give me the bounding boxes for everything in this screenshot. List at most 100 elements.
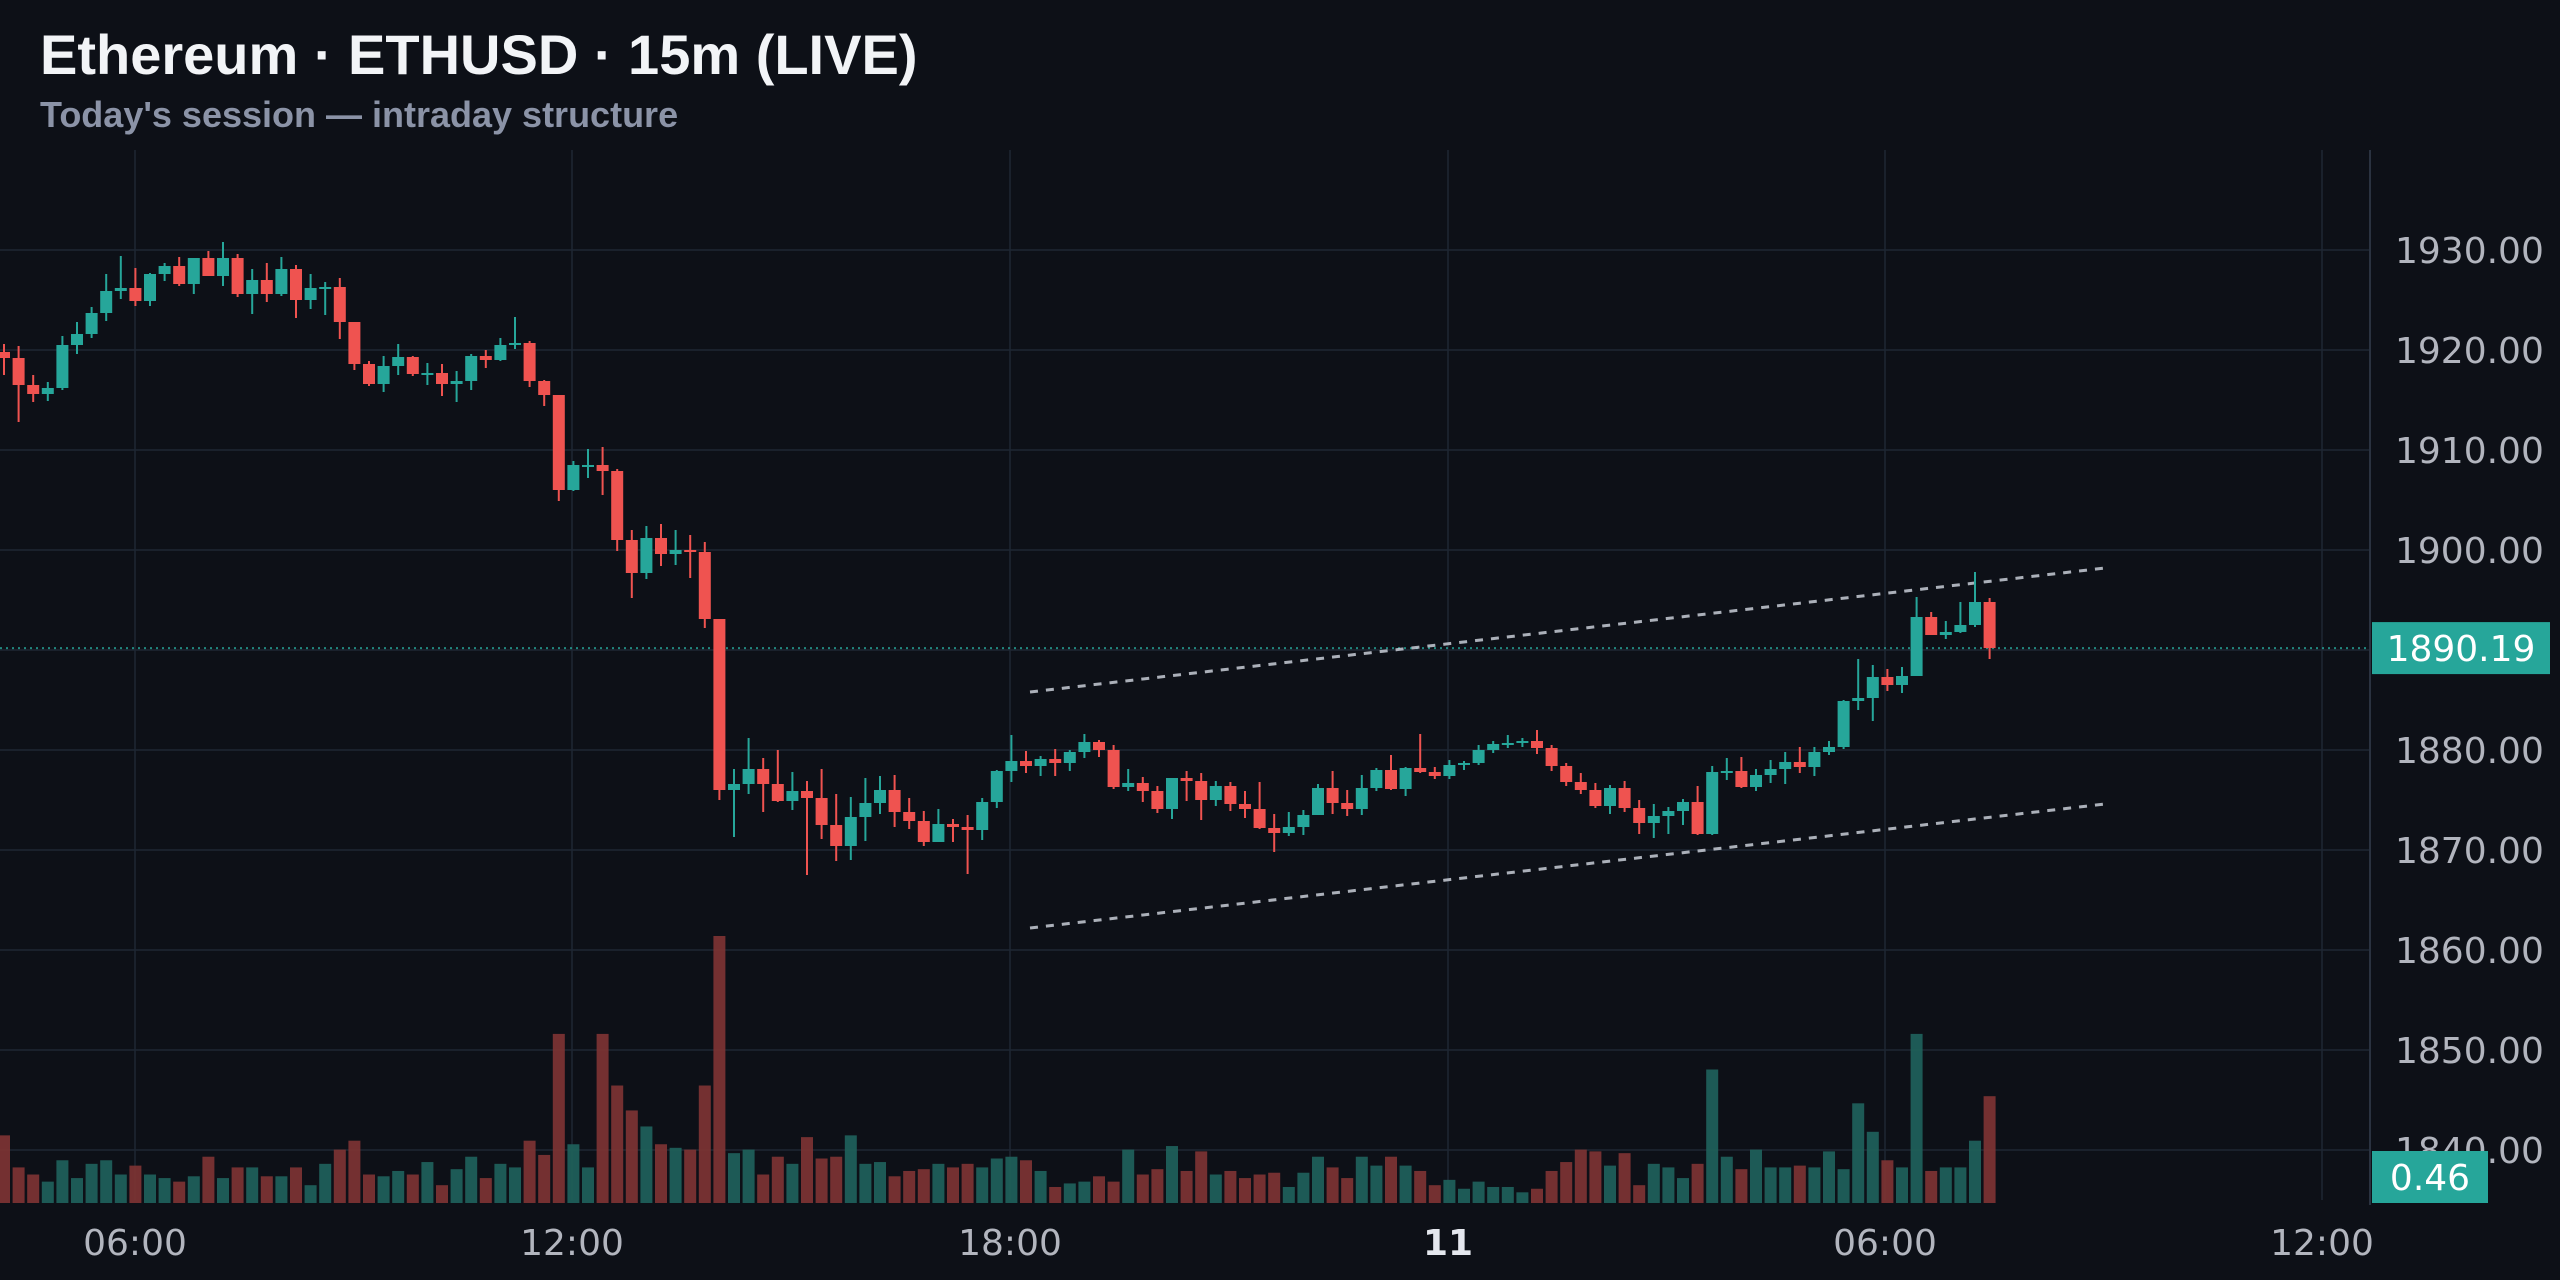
volume-bar bbox=[1954, 1167, 1967, 1203]
volume-bar bbox=[479, 1178, 492, 1203]
candle bbox=[1837, 700, 1850, 749]
volume-bar bbox=[567, 1144, 580, 1203]
candle bbox=[1823, 741, 1835, 755]
volume-bar bbox=[830, 1156, 843, 1203]
candle bbox=[582, 449, 594, 478]
candle bbox=[1662, 807, 1675, 834]
candle bbox=[742, 738, 755, 794]
candle-body bbox=[1034, 759, 1047, 766]
candle-body bbox=[1282, 827, 1295, 833]
volume-bar bbox=[1005, 1156, 1018, 1203]
candle bbox=[85, 307, 98, 338]
volume-bar bbox=[1545, 1170, 1558, 1203]
volume-bars bbox=[0, 936, 1996, 1203]
candle bbox=[1647, 804, 1660, 838]
volume-bar bbox=[1808, 1167, 1821, 1203]
volume-bar bbox=[1896, 1167, 1908, 1203]
volume-bar bbox=[1837, 1169, 1850, 1203]
candle bbox=[1180, 771, 1193, 801]
candle-body bbox=[1005, 761, 1018, 771]
candle-body bbox=[12, 358, 25, 385]
candle bbox=[129, 268, 142, 306]
volume-bar bbox=[1093, 1176, 1105, 1203]
candle bbox=[538, 380, 551, 406]
candle-body bbox=[932, 824, 945, 842]
volume-bar bbox=[246, 1167, 259, 1203]
volume-bar bbox=[1166, 1146, 1178, 1203]
volume-bar bbox=[290, 1167, 302, 1203]
time-tick-label: 12:00 bbox=[2270, 1223, 2374, 1264]
candle-body bbox=[947, 824, 959, 827]
candle-body bbox=[917, 821, 930, 842]
candle bbox=[596, 447, 609, 495]
volume-bar bbox=[1180, 1170, 1193, 1203]
candle-body bbox=[1078, 742, 1091, 752]
candle-body bbox=[1983, 602, 1996, 649]
candle-body bbox=[1954, 625, 1967, 632]
candle bbox=[1355, 775, 1368, 815]
volume-bar bbox=[947, 1167, 959, 1203]
candle-body bbox=[684, 550, 697, 552]
candle bbox=[1808, 747, 1821, 776]
candle-body bbox=[1166, 778, 1178, 809]
volume-bar bbox=[100, 1160, 113, 1203]
volume-bar bbox=[990, 1158, 1003, 1203]
candle-body bbox=[815, 798, 828, 825]
candle bbox=[523, 341, 536, 387]
candle bbox=[1531, 730, 1543, 754]
volume-bar bbox=[742, 1149, 755, 1203]
volume-bar bbox=[801, 1137, 813, 1203]
candle-body bbox=[1487, 744, 1500, 750]
volume-bar bbox=[903, 1170, 916, 1203]
candle-body bbox=[1633, 808, 1646, 823]
candle bbox=[1209, 781, 1222, 806]
volume-bar bbox=[596, 1033, 609, 1203]
channel-upper-line bbox=[1029, 566, 2106, 694]
candle-body bbox=[1093, 742, 1105, 750]
volume-bar bbox=[363, 1174, 375, 1203]
candle-body bbox=[1341, 803, 1354, 809]
candle-body bbox=[1823, 747, 1835, 752]
time-tick-label: 18:00 bbox=[958, 1223, 1062, 1264]
volume-bar bbox=[1458, 1188, 1470, 1203]
volume-bar bbox=[786, 1163, 799, 1203]
volume-bar bbox=[333, 1149, 346, 1203]
candle-body bbox=[567, 465, 580, 490]
candle bbox=[888, 775, 901, 827]
candle-body bbox=[1458, 763, 1470, 765]
candle bbox=[246, 269, 259, 314]
candle-body bbox=[523, 343, 536, 381]
candle bbox=[1428, 767, 1441, 779]
candle bbox=[1151, 786, 1164, 813]
candle-body bbox=[71, 334, 83, 345]
candle-body bbox=[1677, 802, 1689, 811]
volume-bar bbox=[1793, 1165, 1806, 1203]
candle-body bbox=[217, 258, 229, 276]
candle-body bbox=[903, 812, 916, 821]
candle bbox=[961, 815, 974, 874]
volume-bar bbox=[1428, 1185, 1441, 1203]
volume-bar bbox=[538, 1154, 551, 1203]
candle bbox=[1414, 734, 1427, 773]
volume-bar bbox=[640, 1126, 653, 1203]
candle-body bbox=[333, 287, 346, 322]
candle bbox=[319, 282, 332, 315]
candle-body bbox=[1428, 772, 1441, 776]
candle-body bbox=[479, 356, 492, 360]
volume-bar bbox=[1881, 1160, 1894, 1203]
price-axis: 1930.001920.001910.001900.001890.001880.… bbox=[83, 231, 2544, 1264]
candle bbox=[947, 819, 959, 842]
candle-body bbox=[1808, 752, 1821, 767]
candle bbox=[552, 395, 565, 501]
candle-body bbox=[260, 280, 273, 294]
candle-body bbox=[465, 356, 478, 381]
volume-bar bbox=[1107, 1181, 1120, 1203]
volume-bar bbox=[275, 1176, 288, 1203]
candle-body bbox=[436, 373, 448, 384]
candle-body bbox=[275, 269, 288, 294]
candle-body bbox=[1720, 771, 1733, 773]
candle bbox=[1107, 745, 1120, 789]
candle bbox=[625, 530, 638, 598]
volume-bar bbox=[1122, 1149, 1135, 1203]
